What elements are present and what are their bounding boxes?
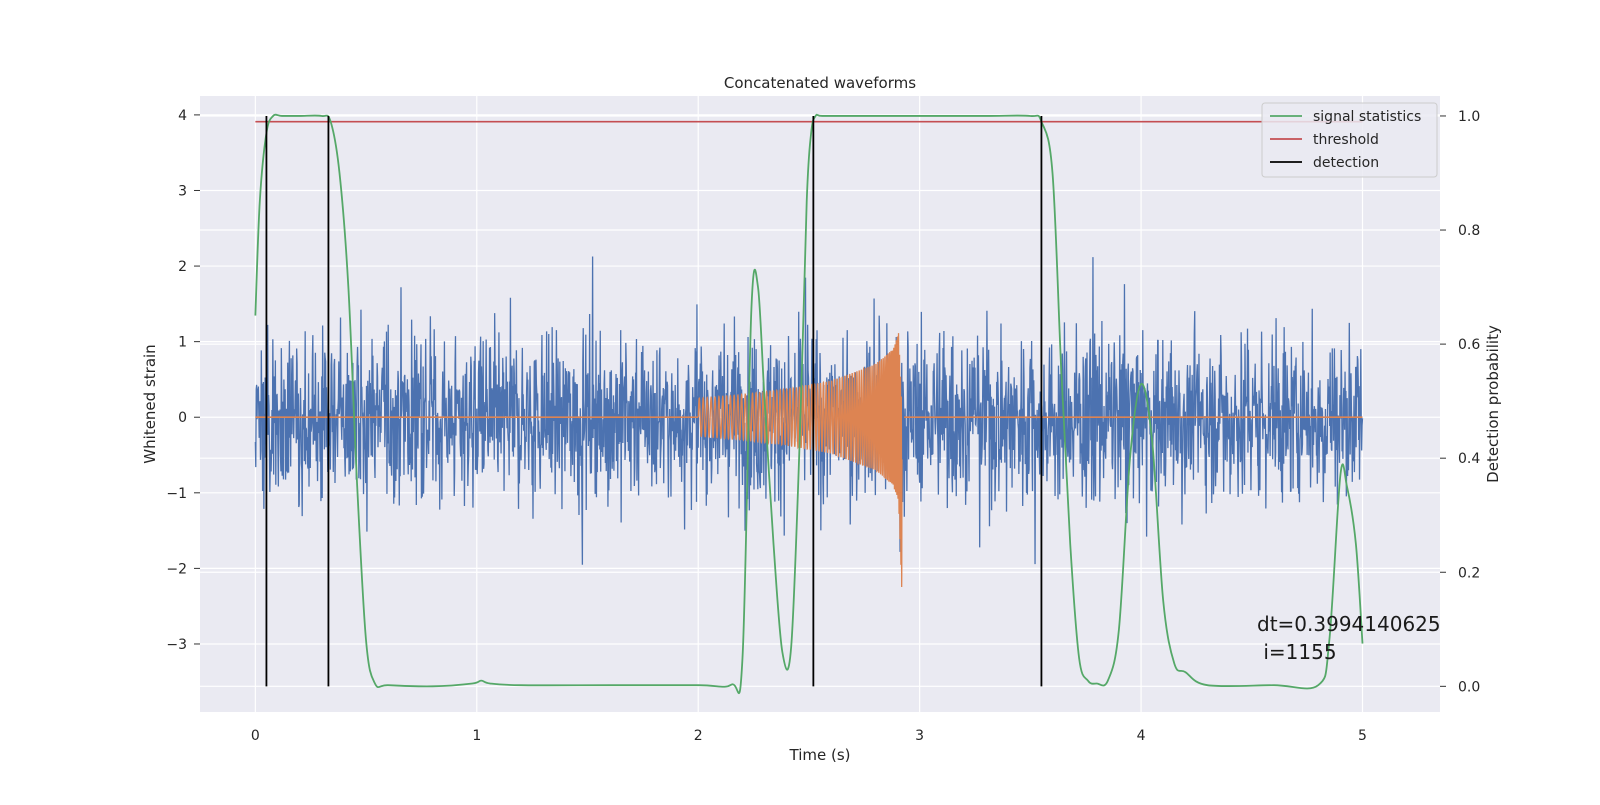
legend-box (1261, 102, 1438, 178)
chart-title: Concatenated waveforms (724, 74, 916, 92)
y-right-tick-label: 0.4 (1458, 451, 1480, 467)
y-tick-label: 1 (178, 335, 187, 351)
legend-label-signal-statistics: signal statistics (1313, 109, 1421, 125)
y-tick-label: −1 (166, 486, 187, 502)
y-tick-label: 4 (178, 108, 187, 124)
y-tick-label: −3 (166, 637, 187, 653)
y-tick-label: 3 (178, 183, 187, 199)
x-tick-label: 0 (251, 728, 260, 744)
y-right-tick-label: 0.0 (1458, 679, 1480, 695)
annotation-index: i=1155 (1257, 640, 1337, 664)
x-tick-label: 3 (915, 728, 924, 744)
y-right-axis-ticks: 0.0 0.2 0.4 0.6 0.8 1.0 (1440, 109, 1480, 695)
y-tick-label: 2 (178, 259, 187, 275)
legend-label-detection: detection (1313, 155, 1379, 171)
y-right-tick-label: 0.8 (1458, 223, 1480, 239)
y-right-axis-label: Detection probability (1484, 325, 1502, 483)
x-tick-label: 4 (1137, 728, 1146, 744)
legend-label-threshold: threshold (1313, 132, 1379, 148)
x-tick-label: 5 (1358, 728, 1367, 744)
y-tick-label: −2 (166, 561, 187, 577)
x-axis-ticks: 0 1 2 3 4 5 (251, 728, 1367, 744)
x-tick-label: 2 (694, 728, 703, 744)
y-axis-ticks: −3 −2 −1 0 1 2 3 4 (166, 108, 200, 653)
legend: signal statistics threshold detection (1261, 102, 1438, 178)
signal-statistics-line (254, 113, 1364, 695)
y-axis-label: Whitened strain (141, 344, 159, 463)
x-axis-label: Time (s) (789, 746, 851, 764)
y-right-tick-label: 0.2 (1458, 565, 1480, 581)
detection-series (265, 115, 1043, 687)
y-tick-label: 0 (178, 410, 187, 426)
x-tick-label: 1 (472, 728, 481, 744)
y-right-tick-label: 0.6 (1458, 337, 1480, 353)
annotation-dt: dt=0.3994140625 (1257, 612, 1441, 636)
y-right-tick-label: 1.0 (1458, 109, 1480, 125)
signal-statistics-series (254, 113, 1364, 695)
